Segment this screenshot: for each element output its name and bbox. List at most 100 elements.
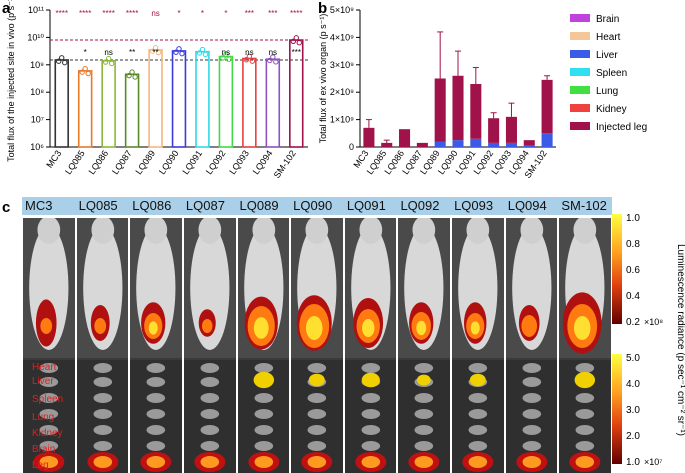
image-column: [237, 218, 290, 473]
mouse-bioluminescence: [82, 218, 123, 350]
significance-bottom: *: [84, 48, 87, 57]
organ: [414, 409, 434, 419]
colorbar-top-multiplier: ×10⁸: [644, 317, 663, 327]
significance-top: ns: [151, 9, 159, 18]
organ: [200, 363, 220, 373]
colorbars: 1.0 0.8 0.6 0.4 0.2 ×10⁸ 5.0 4.0 3.0 2.0 1.0 ×10⁷ Lu…: [612, 213, 685, 468]
organ: [522, 441, 541, 451]
signal-core: [574, 316, 591, 340]
legend-swatch: [570, 104, 590, 112]
image-header-label: MC3: [25, 198, 53, 213]
x-tick-label: MC3: [44, 148, 63, 169]
data-point: [296, 40, 302, 46]
mouse-head: [359, 218, 382, 244]
organ-bioluminescence: [194, 363, 226, 472]
data-point: [85, 70, 91, 77]
image-column: [76, 218, 129, 473]
organ: [39, 409, 59, 419]
organ: [254, 409, 273, 419]
mouse-bioluminescence: [404, 218, 444, 350]
organ: [200, 441, 220, 451]
y-tick-label: 10¹⁰: [27, 32, 44, 42]
image-column: [23, 218, 75, 473]
image-header-label: LQ089: [239, 198, 279, 213]
image-header-label: LQ085: [78, 198, 118, 213]
organ: [414, 441, 434, 451]
colorbar-top-tick: 0.2: [626, 317, 640, 328]
x-tick-label: LQ089: [133, 148, 157, 176]
organ: [146, 425, 166, 435]
mouse-image: [130, 218, 182, 358]
data-point: [273, 59, 279, 65]
x-tick-label: SM-102: [272, 148, 298, 180]
x-tick-label: LQ086: [87, 148, 111, 176]
legend-swatch: [570, 14, 590, 22]
bar: [148, 49, 163, 148]
leg-signal-core: [575, 456, 595, 468]
organ-bioluminescence: [516, 363, 548, 472]
colorbar-top-tick: 0.8: [626, 239, 640, 250]
mouse-image: [398, 218, 451, 358]
organ: [254, 393, 273, 403]
organ: [93, 377, 112, 387]
organ: [39, 425, 59, 435]
organ: [468, 393, 488, 403]
organ-bioluminescence: [569, 363, 601, 472]
liver-signal: [469, 373, 486, 387]
bar: [242, 57, 257, 148]
significance-top: *: [224, 9, 227, 18]
stacked-bar-segment: [541, 79, 553, 134]
data-point: [202, 51, 209, 58]
organ: [307, 441, 327, 451]
y-tick-label: 2×10⁹: [330, 87, 354, 97]
significance-top: ***: [268, 9, 277, 18]
organ: [468, 425, 488, 435]
bar: [265, 58, 281, 148]
mouse-bioluminescence: [136, 218, 176, 350]
data-point: [149, 48, 156, 54]
signal-core: [470, 321, 480, 335]
data-point: [152, 45, 159, 51]
colorbar-bottom: [612, 354, 622, 464]
mouse-image: [559, 218, 611, 358]
organ-bioluminescence: [462, 363, 494, 472]
organ: [146, 393, 166, 403]
organ-image: [291, 360, 343, 473]
significance-top: ****: [290, 9, 302, 18]
image-header-label: LQ091: [346, 198, 386, 213]
stacked-bar-segment: [523, 145, 535, 147]
data-point: [226, 56, 232, 62]
organ: [146, 409, 166, 419]
liver-signal: [417, 374, 432, 386]
leg-signal-core: [361, 456, 380, 468]
organ: [414, 393, 434, 403]
organ: [361, 409, 380, 419]
organ-bioluminescence: [247, 363, 279, 472]
organ-label: Brain: [32, 444, 56, 455]
data-point: [196, 50, 203, 56]
x-tick-label: LQ094: [251, 148, 275, 176]
organ: [575, 425, 595, 435]
organ: [146, 363, 166, 373]
image-header-label: LQ094: [507, 198, 547, 213]
significance-bottom: **: [152, 48, 158, 57]
organ: [468, 409, 488, 419]
data-point: [246, 53, 253, 60]
image-column: [559, 218, 611, 473]
mouse-head: [466, 218, 490, 244]
mouse-head: [573, 218, 597, 244]
image-column: [452, 218, 504, 473]
organ: [522, 425, 541, 435]
y-tick-label: 5×10⁹: [330, 5, 354, 15]
image-column: [130, 218, 182, 473]
mouse-head: [37, 218, 61, 244]
significance-bottom: ns: [269, 48, 277, 57]
image-column: [183, 218, 236, 473]
organ: [522, 363, 541, 373]
stacked-bar-segment: [541, 133, 553, 147]
y-tick-label: 0: [349, 142, 354, 152]
organ: [200, 377, 220, 387]
y-tick-label: 10⁶: [30, 142, 44, 152]
leg-signal-core: [254, 456, 273, 468]
data-point: [102, 59, 109, 65]
